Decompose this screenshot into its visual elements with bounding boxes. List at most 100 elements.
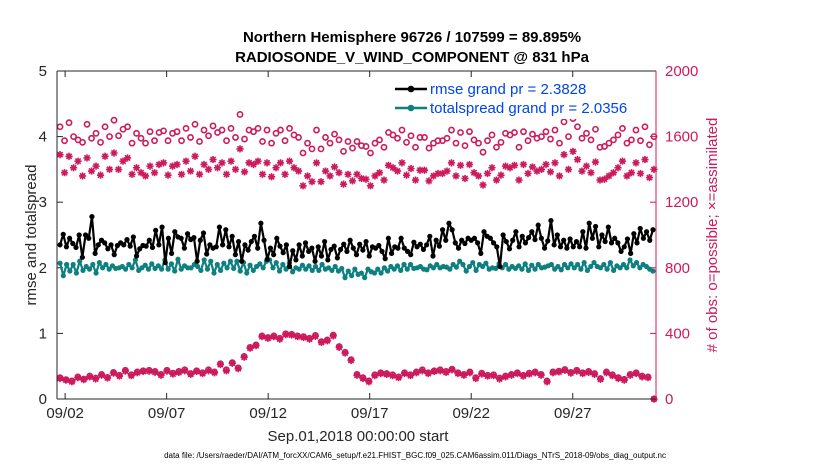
obs-assimilated-marker xyxy=(78,172,87,180)
obs-assimilated-marker xyxy=(294,167,303,175)
obs-possible-marker xyxy=(331,130,338,138)
x-tick-label: 09/02 xyxy=(46,405,84,422)
rmse-point xyxy=(526,235,532,241)
obs-possible-marker xyxy=(61,137,68,145)
obs-low-assimilated-marker xyxy=(175,368,183,377)
rmse-point xyxy=(360,247,366,253)
rmse-point xyxy=(328,246,334,253)
rmse-point xyxy=(194,258,200,264)
spread-point xyxy=(73,270,80,276)
obs-possible-marker xyxy=(425,144,433,152)
obs-possible-marker xyxy=(511,129,518,136)
rmse-point xyxy=(102,240,108,246)
spread-point xyxy=(211,270,217,276)
rmse-point xyxy=(376,242,382,249)
obs-low-assimilated-series xyxy=(56,331,658,403)
obs-possible-marker xyxy=(493,143,500,151)
spread-point xyxy=(578,266,584,272)
obs-assimilated-marker xyxy=(380,176,388,184)
obs-assimilated-marker xyxy=(353,170,361,178)
rmse-point xyxy=(382,256,388,262)
spread-point xyxy=(407,261,414,268)
rmse-point xyxy=(436,243,442,249)
rmse-point xyxy=(67,235,73,241)
rmse-point xyxy=(63,244,70,250)
rmse-point xyxy=(580,229,586,235)
rmse-point xyxy=(223,227,229,233)
obs-low-assimilated-marker xyxy=(466,369,474,377)
x-tick-label: 09/17 xyxy=(351,405,389,422)
spread-point xyxy=(345,268,351,274)
rmse-point xyxy=(535,222,541,228)
spread-point xyxy=(329,267,335,274)
obs-assimilated-marker xyxy=(258,170,267,178)
spread-point xyxy=(568,261,574,267)
obs-low-assimilated-marker xyxy=(436,367,444,375)
obs-assimilated-marker xyxy=(452,172,460,180)
rmse-point xyxy=(395,245,401,251)
obs-low-assimilated-marker xyxy=(430,367,438,376)
rmse-point xyxy=(398,235,404,241)
obs-low-assimilated-marker xyxy=(590,370,599,378)
obs-assimilated-marker xyxy=(128,170,136,178)
rmse-point xyxy=(172,229,178,235)
obs-possible-marker xyxy=(115,132,122,140)
spread-point xyxy=(617,265,623,271)
rmse-point xyxy=(258,220,264,226)
rmse-point xyxy=(108,242,114,248)
obs-assimilated-marker xyxy=(56,151,64,159)
obs-assimilated-marker xyxy=(641,155,649,164)
obs-assimilated-marker xyxy=(429,172,438,180)
obs-assimilated-marker xyxy=(605,172,613,180)
obs-low-assimilated-marker xyxy=(377,369,385,378)
spread-point xyxy=(234,258,240,264)
obs-low-assimilated-marker xyxy=(193,367,201,376)
obs-low-assimilated-marker xyxy=(311,332,320,340)
obs-possible-marker xyxy=(583,129,590,137)
rmse-point xyxy=(296,242,302,248)
spread-point xyxy=(604,266,610,272)
rmse-point xyxy=(449,227,455,233)
rmse-point xyxy=(267,245,274,251)
spread-point xyxy=(637,265,643,271)
rmse-point xyxy=(82,232,89,238)
rmse-point xyxy=(548,217,554,224)
spread-point xyxy=(319,261,325,268)
obs-possible-marker xyxy=(398,126,406,134)
legend-spread-marker xyxy=(407,104,415,112)
obs-low-assimilated-marker xyxy=(80,376,88,384)
obs-possible-marker xyxy=(362,143,370,150)
spread-point xyxy=(601,261,607,268)
obs-low-assimilated-marker xyxy=(359,374,367,383)
obs-assimilated-marker xyxy=(330,163,339,171)
obs-low-assimilated-marker xyxy=(181,367,189,375)
spread-point xyxy=(575,261,581,268)
obs-possible-marker xyxy=(151,137,158,145)
obs-low-assimilated-marker xyxy=(204,367,213,375)
obs-possible-marker xyxy=(83,120,91,128)
obs-possible-marker xyxy=(484,137,491,145)
obs-assimilated-marker xyxy=(155,160,163,169)
spread-point xyxy=(493,265,499,272)
obs-low-assimilated-marker xyxy=(222,367,230,375)
obs-assimilated-marker xyxy=(164,171,172,179)
obs-possible-marker xyxy=(241,135,248,143)
obs-assimilated-marker xyxy=(483,169,492,178)
rmse-point xyxy=(452,240,458,246)
rmse-point xyxy=(162,259,168,266)
spread-point xyxy=(280,261,286,268)
obs-assimilated-marker xyxy=(119,157,127,165)
obs-assimilated-marker xyxy=(528,163,537,171)
rmse-point xyxy=(519,233,525,239)
obs-assimilated-marker xyxy=(74,157,82,165)
rmse-point xyxy=(347,237,353,243)
spread-point xyxy=(401,261,407,268)
spread-point xyxy=(555,263,561,270)
y-tick-label-right: 1600 xyxy=(665,129,698,146)
rmse-point xyxy=(462,240,468,247)
spread-point xyxy=(424,267,430,273)
rmse-point xyxy=(506,246,513,252)
rmse-point xyxy=(586,220,592,226)
obs-possible-marker xyxy=(547,135,554,143)
obs-low-assimilated-marker xyxy=(561,366,569,374)
